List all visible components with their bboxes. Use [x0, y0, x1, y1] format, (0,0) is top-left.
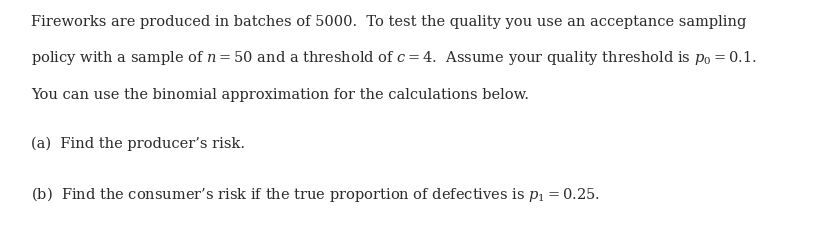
Text: (a)  Find the producer’s risk.: (a) Find the producer’s risk. [31, 136, 245, 151]
Text: Fireworks are produced in batches of 5000.  To test the quality you use an accep: Fireworks are produced in batches of 500… [31, 15, 746, 29]
Text: (b)  Find the consumer’s risk if the true proportion of defectives is $p_1 = 0.2: (b) Find the consumer’s risk if the true… [31, 185, 600, 204]
Text: policy with a sample of $n = 50$ and a threshold of $c = 4$.  Assume your qualit: policy with a sample of $n = 50$ and a t… [31, 49, 756, 67]
Text: You can use the binomial approximation for the calculations below.: You can use the binomial approximation f… [31, 88, 528, 102]
